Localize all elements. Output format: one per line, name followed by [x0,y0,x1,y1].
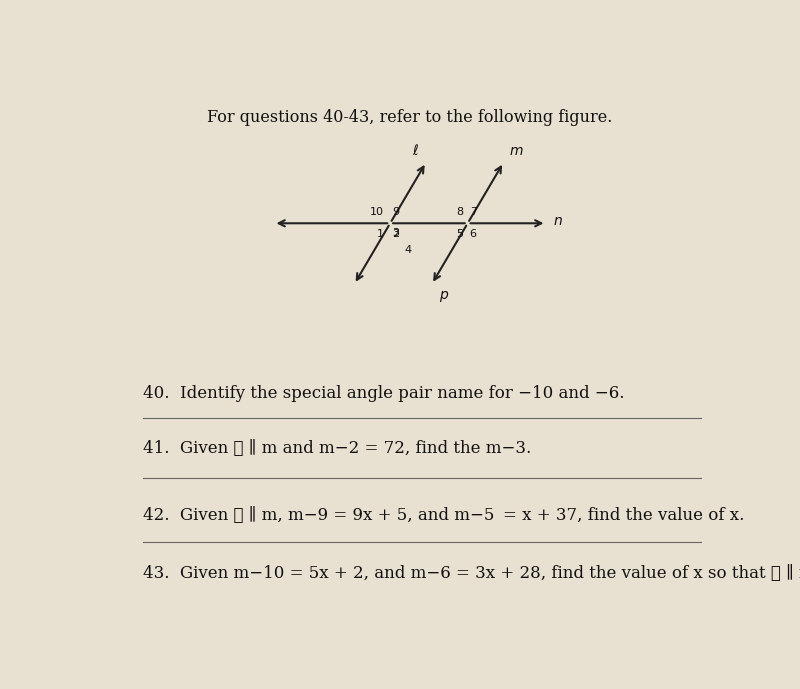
Text: 42.  Given ℓ ∥ m, m−9 = 9x + 5, and m−5  = x + 37, find the value of x.: 42. Given ℓ ∥ m, m−9 = 9x + 5, and m−5 =… [143,506,745,524]
Text: 6: 6 [470,229,477,238]
Text: 10: 10 [370,207,383,217]
Text: 3: 3 [392,228,399,238]
Text: 43.  Given m−10 = 5x + 2, and m−6 = 3x + 28, find the value of x so that ℓ ∥ m.: 43. Given m−10 = 5x + 2, and m−6 = 3x + … [143,565,800,582]
Text: $n$: $n$ [553,214,562,227]
Text: $m$: $m$ [509,144,523,158]
Text: 5: 5 [457,229,463,238]
Text: 8: 8 [457,207,463,217]
Text: 4: 4 [404,245,411,255]
Text: 7: 7 [470,207,477,217]
Text: 9: 9 [392,207,399,217]
Text: 1: 1 [376,229,383,238]
Text: $p$: $p$ [439,289,450,304]
Text: 40.  Identify the special angle pair name for −10 and −6.: 40. Identify the special angle pair name… [143,384,625,402]
Text: $\ell$: $\ell$ [412,143,418,158]
Text: 41.  Given ℓ ∥ m and m−2 = 72, find the m−3.: 41. Given ℓ ∥ m and m−2 = 72, find the m… [143,440,532,457]
Text: For questions 40-43, refer to the following figure.: For questions 40-43, refer to the follow… [207,109,613,126]
Text: 2: 2 [392,229,399,238]
